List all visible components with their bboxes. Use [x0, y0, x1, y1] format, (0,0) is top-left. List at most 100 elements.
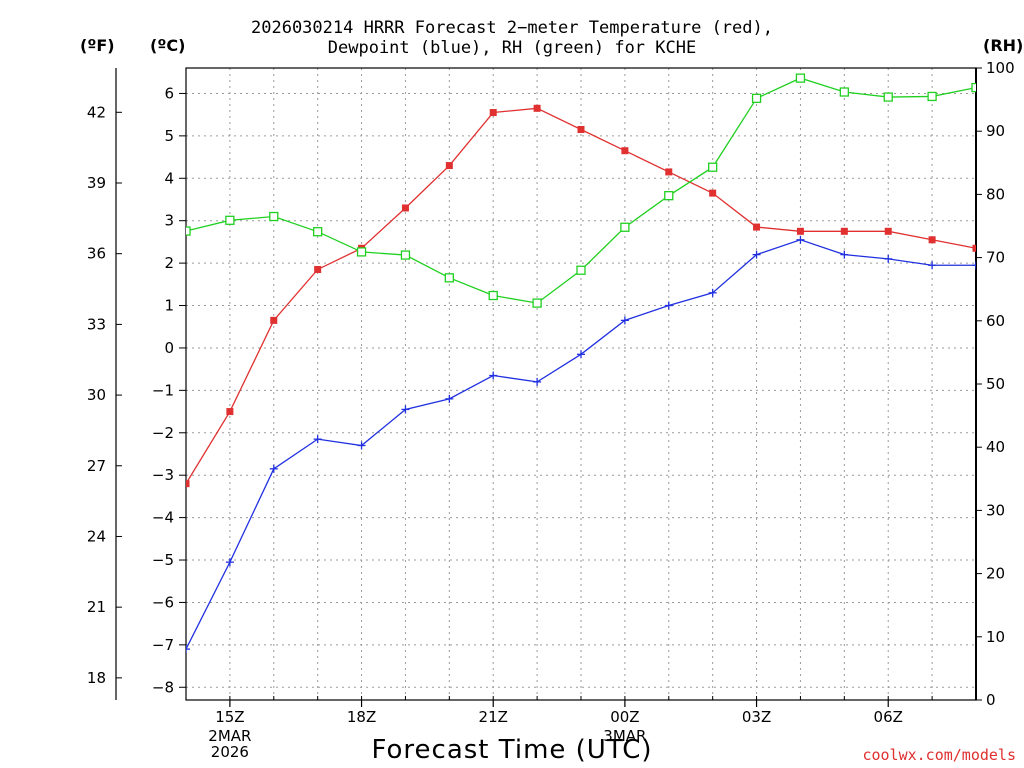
series-line-dewpoint — [186, 239, 976, 650]
rh-point — [839, 87, 849, 97]
rh-point — [444, 273, 454, 283]
rh-point — [356, 247, 367, 257]
rh-point — [576, 265, 586, 275]
series-dewpoint — [186, 235, 976, 654]
celsius-tick-label: −3 — [152, 466, 174, 484]
rh-tick-label: 60 — [986, 312, 1005, 330]
dewpoint-point — [225, 558, 234, 567]
rh-point — [488, 290, 498, 301]
celsius-tick-label: 1 — [164, 297, 174, 315]
rh-tick-label: 20 — [986, 565, 1005, 583]
credit-text[interactable]: coolwx.com/models — [862, 746, 1016, 764]
rh-unit-label: (RH) — [983, 36, 1024, 55]
fahrenheit-tick-label: 18 — [87, 669, 106, 687]
celsius-tick-label: −6 — [152, 593, 174, 611]
dewpoint-point — [401, 405, 410, 414]
dewpoint-point — [313, 435, 322, 444]
celsius-tick-label: 5 — [164, 127, 174, 145]
temperature-point — [840, 227, 848, 235]
celsius-tick-label: 2 — [164, 254, 174, 272]
celsius-tick-label: 6 — [164, 84, 174, 102]
dewpoint-point — [533, 377, 542, 386]
dewpoint-point — [752, 250, 761, 259]
x-tick-label: 00Z — [610, 708, 639, 726]
rh-point — [225, 215, 235, 225]
dewpoint-point — [489, 371, 498, 380]
x-tick-label: 15Z — [215, 708, 244, 726]
rh-tick-label: 50 — [986, 375, 1005, 393]
rh-point — [269, 211, 279, 222]
celsius-tick-label: −4 — [152, 509, 174, 527]
temperature-point — [621, 147, 629, 155]
x-tick-label: 06Z — [874, 708, 903, 726]
temperature-point — [796, 227, 804, 235]
rh-point — [400, 250, 411, 260]
temperature-point — [270, 316, 278, 324]
date-label: 3MAR — [595, 728, 655, 744]
dewpoint-point — [357, 441, 366, 450]
x-tick-label: 18Z — [347, 708, 376, 726]
date-label: 2MAR 2026 — [200, 728, 260, 760]
x-tick-label: 03Z — [742, 708, 771, 726]
temperature-point — [533, 104, 541, 112]
temperature-point — [489, 109, 497, 117]
date-label-line: 2MAR — [208, 727, 252, 745]
temperature-point — [186, 480, 190, 488]
dewpoint-point — [445, 394, 454, 403]
temperature-point — [665, 168, 673, 176]
fahrenheit-tick-label: 42 — [87, 103, 106, 121]
rh-tick-label: 100 — [986, 59, 1015, 77]
celsius-tick-label: −1 — [152, 381, 174, 399]
dewpoint-point — [928, 261, 937, 270]
rh-point — [883, 92, 893, 102]
rh-point — [751, 93, 762, 103]
rh-point — [313, 227, 323, 237]
celsius-tick-label: 0 — [164, 339, 174, 357]
chart-subtitle: Dewpoint (blue), RH (green) for KCHE — [327, 38, 697, 58]
dewpoint-point — [840, 250, 849, 259]
rh-point — [795, 73, 806, 83]
fahrenheit-tick-label: 30 — [87, 386, 106, 404]
dewpoint-point — [269, 464, 278, 473]
rh-point — [186, 226, 191, 236]
dewpoint-point — [972, 261, 976, 270]
series-rh — [186, 73, 976, 308]
rh-tick-label: 0 — [986, 691, 996, 709]
dewpoint-point — [708, 288, 717, 297]
celsius-tick-label: −7 — [152, 636, 174, 654]
celsius-tick-label: 4 — [164, 169, 174, 187]
fahrenheit-tick-label: 27 — [87, 457, 106, 475]
dewpoint-point — [664, 301, 673, 310]
series-temperature — [186, 104, 976, 488]
plot-frame — [185, 67, 977, 701]
rh-tick-label: 90 — [986, 122, 1005, 140]
dewpoint-point — [186, 645, 190, 654]
fahrenheit-unit-label: (ºF) — [80, 36, 115, 55]
celsius-tick-label: 3 — [164, 212, 174, 230]
x-axis-title: Forecast Time (UTC) — [371, 735, 653, 765]
date-label-line: 3MAR — [603, 727, 647, 745]
temperature-point — [577, 126, 585, 134]
celsius-tick-label: −8 — [152, 678, 174, 696]
fahrenheit-tick-label: 36 — [87, 245, 106, 263]
rh-point — [620, 222, 630, 232]
dewpoint-point — [620, 316, 629, 325]
temperature-point — [314, 265, 322, 273]
temperature-point — [401, 204, 409, 212]
fahrenheit-tick-label: 33 — [87, 315, 106, 333]
rh-point — [664, 191, 674, 201]
celsius-tick-label: −2 — [152, 424, 174, 442]
temperature-point — [709, 189, 717, 197]
dewpoint-point — [796, 235, 805, 244]
temperature-point — [928, 236, 936, 244]
celsius-tick-label: −5 — [152, 551, 174, 569]
temperature-point — [753, 223, 761, 231]
x-tick-label: 21Z — [479, 708, 508, 726]
rh-tick-label: 80 — [986, 185, 1005, 203]
temperature-point — [226, 408, 234, 416]
celsius-unit-label: (ºC) — [150, 36, 186, 55]
rh-point — [532, 298, 542, 308]
chart-title: 2026030214 HRRR Forecast 2−meter Tempera… — [251, 18, 773, 38]
temperature-point — [884, 227, 892, 235]
